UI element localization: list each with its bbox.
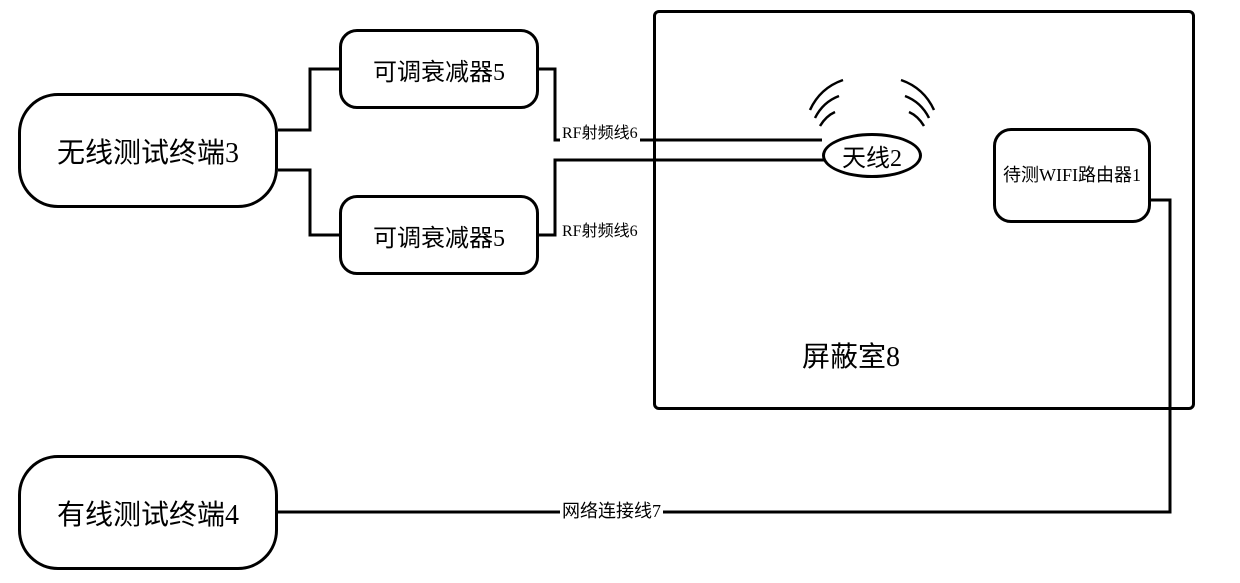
attenuator-bottom: 可调衰减器5 (339, 195, 539, 275)
router: 待测WIFI路由器1 (993, 128, 1151, 223)
shield-room-label: 屏蔽室8 (800, 335, 902, 375)
antenna: 天线2 (822, 133, 922, 178)
wire-wt-att-bot (278, 170, 339, 235)
net-label: 网络连接线7 (560, 497, 663, 523)
rf-label-bottom: RF射频线6 (560, 217, 640, 241)
router-label: 待测WIFI路由器1 (1003, 164, 1141, 187)
attenuator-bottom-label: 可调衰减器5 (373, 218, 505, 253)
wired-terminal: 有线测试终端4 (18, 455, 278, 570)
wireless-terminal-label: 无线测试终端3 (57, 131, 239, 171)
attenuator-top: 可调衰减器5 (339, 29, 539, 109)
attenuator-top-label: 可调衰减器5 (373, 52, 505, 87)
antenna-label: 天线2 (842, 138, 902, 173)
wireless-terminal: 无线测试终端3 (18, 93, 278, 208)
rf-label-top: RF射频线6 (560, 119, 640, 143)
wire-wt-att-top (278, 69, 339, 130)
wired-terminal-label: 有线测试终端4 (57, 493, 239, 533)
